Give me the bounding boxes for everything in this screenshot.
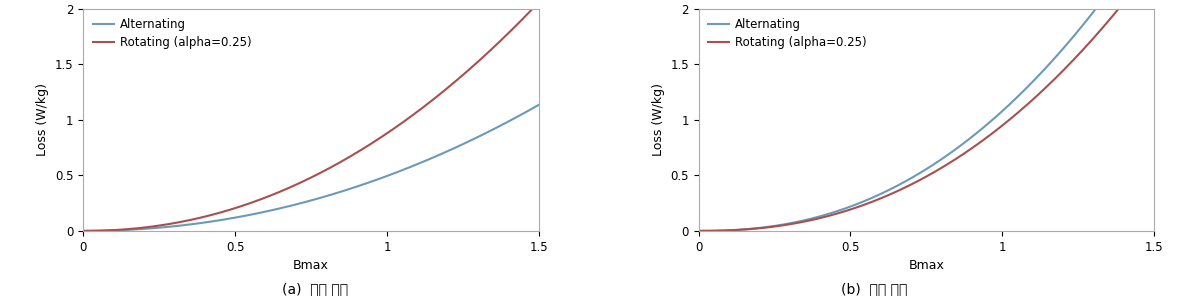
Alternating <box>892 183 907 186</box>
Legend: Alternating, Rotating (alpha=0.25): Alternating, Rotating (alpha=0.25) <box>89 15 255 53</box>
Rotating (alpha=0.25) <box>432 93 446 97</box>
Alternating <box>1004 101 1019 104</box>
Line: Alternating: Alternating <box>83 105 539 231</box>
Alternating <box>261 209 275 213</box>
Line: Rotating (alpha=0.25): Rotating (alpha=0.25) <box>699 0 1154 231</box>
Rotating (alpha=0.25) <box>76 229 90 233</box>
Rotating (alpha=0.25) <box>1004 116 1019 120</box>
Legend: Alternating, Rotating (alpha=0.25): Alternating, Rotating (alpha=0.25) <box>704 15 870 53</box>
Alternating <box>277 206 292 209</box>
Y-axis label: Loss (W/kg): Loss (W/kg) <box>37 83 50 156</box>
Rotating (alpha=0.25) <box>892 188 907 192</box>
Alternating <box>1047 57 1061 61</box>
Alternating <box>1056 48 1070 52</box>
Rotating (alpha=0.25) <box>738 228 752 231</box>
Rotating (alpha=0.25) <box>389 125 403 129</box>
Alternating <box>432 153 446 157</box>
Rotating (alpha=0.25) <box>876 196 890 199</box>
Y-axis label: Loss (W/kg): Loss (W/kg) <box>652 83 665 156</box>
X-axis label: Bmax: Bmax <box>293 259 330 272</box>
Rotating (alpha=0.25) <box>1056 70 1070 73</box>
Text: (a)  압연 방향: (a) 압연 방향 <box>282 282 349 296</box>
Alternating <box>738 228 752 231</box>
Alternating <box>389 171 403 174</box>
Alternating <box>76 229 90 233</box>
Rotating (alpha=0.25) <box>691 229 706 233</box>
Line: Rotating (alpha=0.25): Rotating (alpha=0.25) <box>83 2 539 231</box>
X-axis label: Bmax: Bmax <box>908 259 945 272</box>
Alternating <box>440 150 455 153</box>
Alternating <box>876 191 890 194</box>
Alternating <box>532 103 546 107</box>
Line: Alternating: Alternating <box>699 0 1154 231</box>
Text: (b)  압연 수직: (b) 압연 수직 <box>841 282 908 296</box>
Alternating <box>123 228 137 231</box>
Rotating (alpha=0.25) <box>440 87 455 90</box>
Rotating (alpha=0.25) <box>261 195 275 198</box>
Rotating (alpha=0.25) <box>277 188 292 192</box>
Rotating (alpha=0.25) <box>123 227 137 231</box>
Rotating (alpha=0.25) <box>1047 78 1061 81</box>
Alternating <box>691 229 706 233</box>
Rotating (alpha=0.25) <box>532 0 546 4</box>
